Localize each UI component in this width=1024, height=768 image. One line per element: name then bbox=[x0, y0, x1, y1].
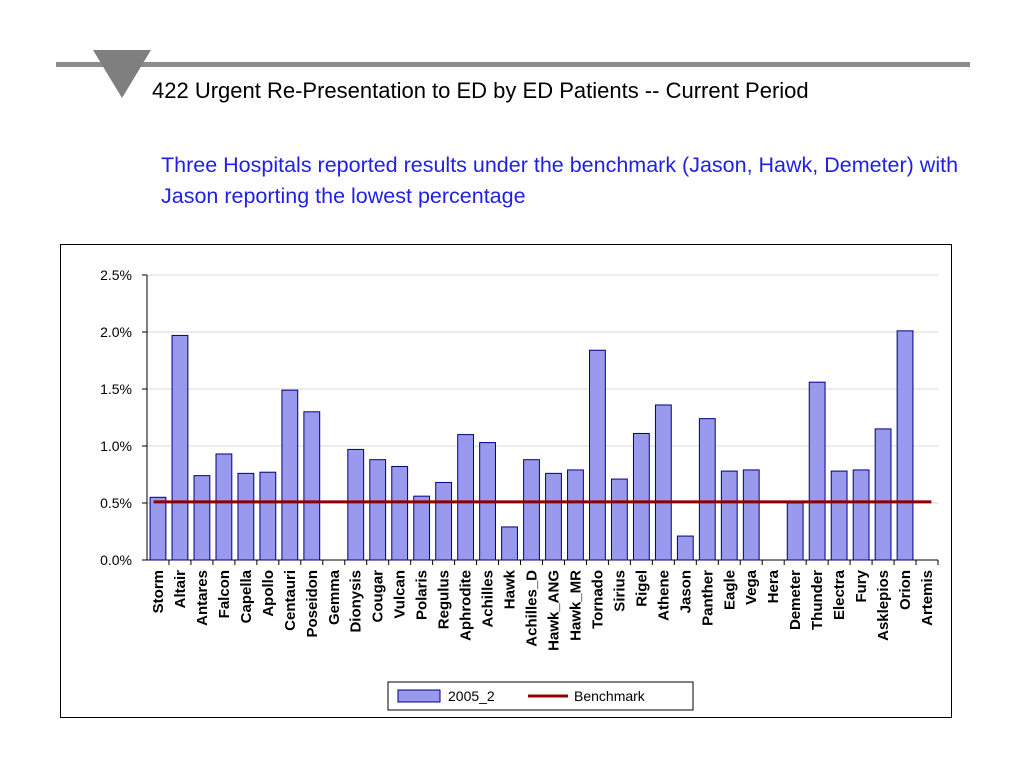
bar bbox=[391, 466, 409, 561]
bar bbox=[852, 469, 870, 561]
bar bbox=[786, 502, 804, 561]
bar bbox=[347, 448, 365, 561]
legend-swatch-bar bbox=[397, 689, 441, 703]
bar bbox=[193, 475, 211, 561]
y-tick-label: 2.0% bbox=[100, 324, 132, 340]
category-label: Falcon bbox=[216, 570, 233, 618]
category-label: Hera bbox=[765, 569, 782, 603]
category-label: Gemma bbox=[326, 569, 343, 625]
category-label: Storm bbox=[150, 570, 167, 613]
category-label: Artemis bbox=[919, 570, 936, 626]
category-label: Cougar bbox=[370, 570, 387, 623]
bar bbox=[523, 459, 540, 561]
category-label: Antares bbox=[194, 570, 211, 626]
category-label: Poseidon bbox=[304, 570, 321, 638]
category-label: Polaris bbox=[414, 570, 431, 620]
bar bbox=[457, 434, 475, 561]
bar bbox=[830, 470, 848, 561]
bar bbox=[545, 472, 562, 561]
category-label: Hawk_MR bbox=[567, 570, 584, 641]
y-tick-label: 1.0% bbox=[100, 438, 132, 454]
category-label: Panther bbox=[699, 570, 716, 626]
bar-chart: 0.0% 0.5% 1.0% 1.5% 2.0% 2.5% Storm Altair Antar… bbox=[100, 267, 939, 711]
category-label: Eagle bbox=[721, 570, 738, 610]
bar bbox=[698, 418, 716, 561]
bar bbox=[149, 496, 167, 561]
category-label: Regulus bbox=[436, 570, 453, 629]
category-label: Fury bbox=[853, 569, 870, 602]
category-label: Vega bbox=[743, 569, 760, 605]
bar bbox=[435, 481, 453, 561]
bar bbox=[567, 469, 584, 561]
category-label: Achilles bbox=[480, 570, 497, 628]
bar bbox=[610, 478, 628, 561]
category-label: Altair bbox=[172, 570, 189, 609]
legend-label-line: Benchmark bbox=[574, 688, 646, 704]
category-label: Hawk_ANG bbox=[545, 570, 562, 651]
bar bbox=[720, 470, 738, 561]
category-label: Apollo bbox=[260, 570, 277, 617]
header-triangle-icon bbox=[93, 50, 151, 98]
bar bbox=[676, 535, 694, 561]
bar bbox=[632, 432, 650, 561]
category-label: Asklepios bbox=[875, 570, 892, 641]
category-label: Tornado bbox=[589, 570, 606, 629]
y-tick-label: 0.0% bbox=[100, 552, 132, 568]
category-label: Athene bbox=[655, 570, 672, 621]
bar bbox=[281, 389, 299, 561]
category-label: Achilles_D bbox=[524, 570, 541, 647]
header-rule bbox=[56, 62, 970, 67]
bar bbox=[215, 453, 233, 561]
bar bbox=[369, 459, 387, 561]
y-tick-label: 1.5% bbox=[100, 381, 132, 397]
category-label: Electra bbox=[831, 569, 848, 620]
bar bbox=[303, 411, 321, 561]
bar bbox=[896, 330, 914, 561]
category-label: Orion bbox=[897, 570, 914, 610]
slide-title: 422 Urgent Re-Presentation to ED by ED P… bbox=[152, 78, 809, 103]
bar bbox=[589, 349, 606, 561]
category-label: Centauri bbox=[282, 570, 299, 631]
category-label: Jason bbox=[677, 570, 694, 613]
category-label: Dionysis bbox=[348, 570, 365, 633]
y-tick-label: 0.5% bbox=[100, 495, 132, 511]
category-label: Aphrodite bbox=[458, 570, 475, 641]
bar bbox=[259, 471, 277, 561]
bar bbox=[171, 334, 189, 561]
bar bbox=[237, 472, 255, 561]
bar bbox=[874, 428, 892, 561]
legend-label-bar: 2005_2 bbox=[448, 688, 495, 704]
category-label: Capella bbox=[238, 569, 255, 623]
category-label: Vulcan bbox=[392, 570, 409, 619]
bar bbox=[742, 469, 760, 561]
category-label: Thunder bbox=[809, 570, 826, 630]
bar bbox=[413, 495, 431, 561]
bar bbox=[501, 526, 518, 561]
bar bbox=[654, 404, 672, 561]
category-label: Demeter bbox=[787, 570, 804, 630]
category-label: Sirius bbox=[611, 570, 628, 612]
chart-frame: 0.0% 0.5% 1.0% 1.5% 2.0% 2.5% Storm Altair Antar… bbox=[60, 244, 952, 718]
y-tick-label: 2.5% bbox=[100, 267, 132, 283]
category-label: Rigel bbox=[633, 570, 650, 607]
bar bbox=[808, 381, 826, 561]
category-label: Hawk bbox=[502, 569, 519, 609]
slide-subtitle: Three Hospitals reported results under t… bbox=[161, 153, 959, 208]
